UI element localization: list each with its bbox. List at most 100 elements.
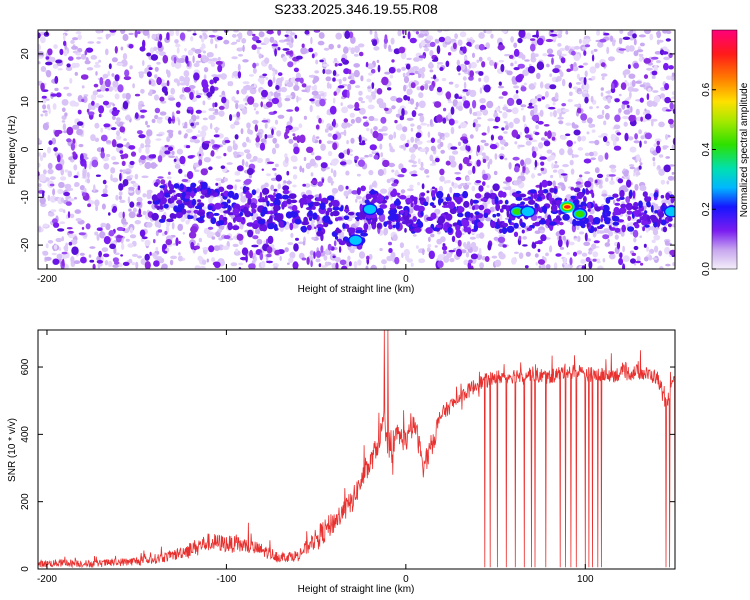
heat-cell bbox=[189, 139, 196, 143]
heat-ridge-cell bbox=[603, 217, 611, 223]
heat-cell bbox=[223, 39, 230, 45]
heat-cell bbox=[235, 102, 239, 110]
heat-cell bbox=[465, 251, 470, 258]
heat-cell bbox=[260, 138, 267, 143]
heat-cell bbox=[112, 177, 119, 183]
heat-cell bbox=[443, 107, 447, 112]
heat-cell bbox=[597, 230, 605, 234]
heat-cell bbox=[513, 231, 519, 237]
heat-cell bbox=[80, 256, 87, 264]
heat-cell bbox=[202, 86, 209, 93]
heat-ridge-cell bbox=[226, 199, 231, 204]
heat-cell bbox=[332, 142, 338, 150]
heat-ridge-cell bbox=[251, 189, 257, 196]
heat-cell bbox=[485, 42, 491, 49]
heat-ridge-cell bbox=[650, 205, 654, 213]
heat-cell bbox=[53, 244, 58, 250]
heat-cell bbox=[189, 91, 194, 100]
heat-cell bbox=[353, 53, 359, 57]
heat-cell bbox=[373, 118, 379, 122]
heat-cell bbox=[277, 183, 281, 190]
heat-cell bbox=[61, 99, 69, 106]
heat-cell bbox=[403, 94, 408, 101]
heat-ridge-cell bbox=[612, 215, 620, 222]
heat-cell bbox=[547, 130, 552, 139]
heat-ridge-cell bbox=[504, 199, 509, 205]
heat-cell bbox=[454, 83, 459, 88]
heat-cell bbox=[95, 71, 98, 76]
heat-cell bbox=[347, 104, 354, 109]
heat-cell bbox=[265, 158, 270, 162]
heat-cell bbox=[304, 183, 311, 188]
heat-cell bbox=[341, 122, 349, 129]
heat-cell bbox=[665, 109, 672, 112]
heat-cell bbox=[519, 131, 522, 136]
heat-cell bbox=[411, 173, 418, 177]
heat-cell bbox=[576, 250, 583, 255]
heat-cell bbox=[665, 134, 668, 140]
heat-cell bbox=[42, 250, 49, 256]
heat-cell bbox=[272, 76, 276, 84]
heat-cell bbox=[171, 222, 175, 230]
heat-cell bbox=[42, 152, 47, 158]
heat-cell bbox=[402, 251, 409, 256]
heat-cell bbox=[123, 153, 129, 159]
heat-cell bbox=[650, 147, 654, 151]
heat-cell bbox=[301, 43, 305, 48]
heat-cell bbox=[490, 134, 494, 141]
heat-cell bbox=[429, 41, 436, 48]
heat-cell bbox=[294, 34, 298, 39]
heat-cell bbox=[302, 240, 306, 246]
heat-cell bbox=[378, 213, 386, 222]
heat-cell bbox=[286, 180, 292, 185]
heat-cell bbox=[241, 107, 248, 115]
heat-cell bbox=[64, 183, 72, 190]
heat-cell bbox=[634, 133, 638, 140]
heat-cell bbox=[155, 50, 160, 54]
heat-cell bbox=[96, 89, 102, 92]
heat-cell bbox=[572, 251, 578, 257]
heat-cell bbox=[244, 149, 251, 154]
heat-cell bbox=[261, 119, 269, 123]
heat-cell bbox=[306, 256, 310, 265]
heat-cell bbox=[607, 238, 610, 243]
heat-cell bbox=[660, 179, 666, 185]
heat-cell bbox=[593, 227, 598, 232]
heat-cell bbox=[561, 78, 566, 87]
heat-cell bbox=[80, 153, 84, 163]
heat-cell bbox=[122, 261, 130, 266]
heat-cell bbox=[560, 135, 567, 141]
heat-cell bbox=[72, 138, 76, 145]
heat-cell bbox=[96, 259, 104, 264]
heat-cell bbox=[390, 95, 398, 102]
heat-cell bbox=[429, 69, 434, 73]
heat-ridge-cell bbox=[495, 203, 501, 212]
heat-cell bbox=[66, 227, 73, 230]
heat-cell bbox=[173, 78, 179, 83]
heat-cell bbox=[513, 85, 520, 89]
heat-cell bbox=[456, 59, 460, 66]
heat-cell bbox=[419, 167, 425, 171]
heat-cell bbox=[531, 173, 535, 179]
heat-ridge-cell bbox=[602, 204, 610, 213]
heat-cell bbox=[66, 252, 70, 259]
heat-cell bbox=[514, 251, 519, 254]
heat-ridge-cell bbox=[410, 202, 414, 208]
heat-cell bbox=[376, 98, 384, 105]
heat-ridge-cell bbox=[257, 198, 264, 203]
heat-cell bbox=[236, 90, 240, 95]
heat-cell bbox=[38, 140, 43, 144]
heat-cell bbox=[179, 75, 185, 82]
heat-cell bbox=[384, 34, 388, 42]
heat-cell bbox=[190, 36, 194, 42]
heat-cell bbox=[161, 146, 168, 151]
heat-cell bbox=[237, 104, 245, 109]
heat-cell bbox=[346, 148, 350, 156]
heat-cell bbox=[116, 143, 124, 148]
heat-cell bbox=[184, 121, 188, 129]
heat-cell bbox=[60, 168, 64, 176]
heat-cell bbox=[96, 233, 100, 241]
heat-cell bbox=[623, 73, 627, 79]
heat-ridge-cell bbox=[667, 217, 673, 222]
heat-cell bbox=[166, 176, 172, 180]
